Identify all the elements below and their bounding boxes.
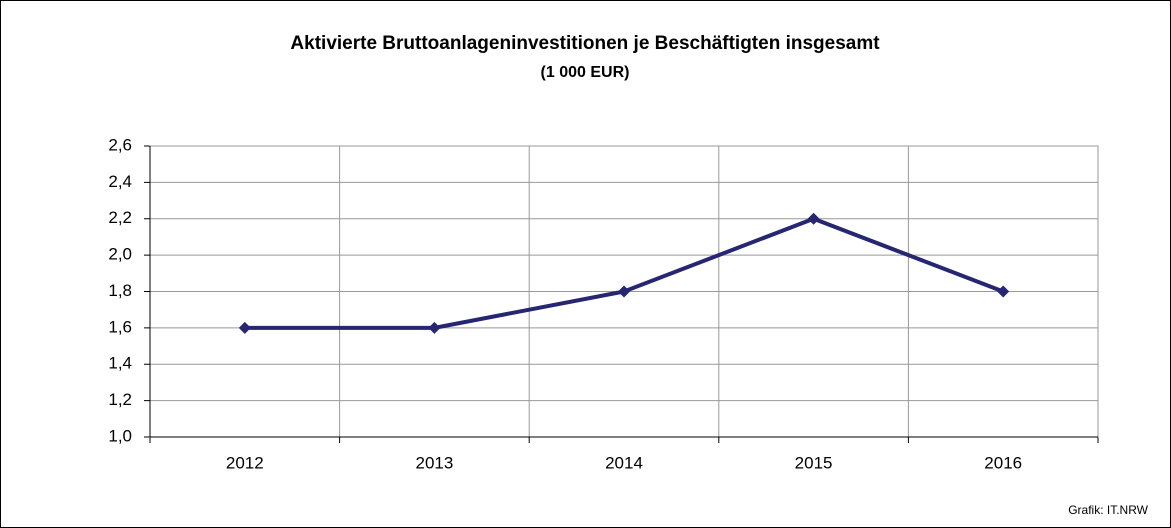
chart-subtitle: (1 000 EUR) <box>541 64 630 81</box>
y-tick-label: 2,6 <box>108 135 132 154</box>
source-note: Grafik: IT.NRW <box>1068 503 1148 517</box>
y-tick-label: 1,8 <box>108 281 132 300</box>
y-tick-label: 1,6 <box>108 317 132 336</box>
x-tick-label: 2016 <box>984 453 1022 472</box>
y-tick-label: 1,4 <box>108 354 132 373</box>
x-tick-label: 2015 <box>795 453 833 472</box>
y-tick-label: 2,0 <box>108 245 132 264</box>
y-tick-label: 1,2 <box>108 390 132 409</box>
y-tick-label: 2,2 <box>108 208 132 227</box>
data-point <box>428 321 441 334</box>
data-point <box>238 321 251 334</box>
x-tick-label: 2012 <box>226 453 264 472</box>
x-tick-label: 2014 <box>605 453 643 472</box>
chart-title: Aktivierte Bruttoanlageninvestitionen je… <box>290 33 880 54</box>
data-point <box>618 285 630 298</box>
data-point <box>997 285 1010 298</box>
y-tick-label: 2,4 <box>108 172 132 191</box>
x-tick-label: 2013 <box>415 453 453 472</box>
data-point <box>807 212 820 225</box>
y-tick-label: 1,0 <box>108 426 132 445</box>
